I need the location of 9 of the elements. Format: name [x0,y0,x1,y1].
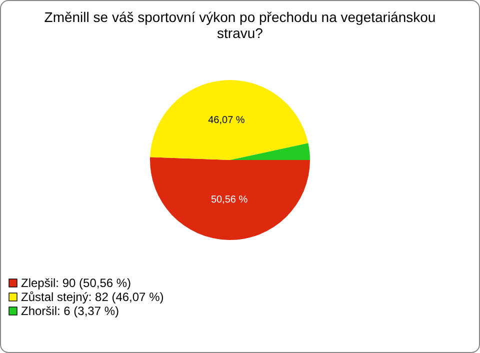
pie-slice [230,143,310,160]
pie-slice [150,157,310,240]
data-label: 50,56 % [210,194,248,206]
data-label: 46,07 % [208,114,245,126]
legend-label: Zhoršil: 6 (3,37 %) [21,304,120,318]
legend-label: Zůstal stejný: 82 (46,07 %) [21,290,164,304]
pie-slice [150,80,308,160]
chart-title: Změnill se váš sportovní výkon po přechodu na vegetariánskou stravu? [44,9,436,41]
legend-label: Zlepšil: 90 (50,56 %) [21,276,132,290]
